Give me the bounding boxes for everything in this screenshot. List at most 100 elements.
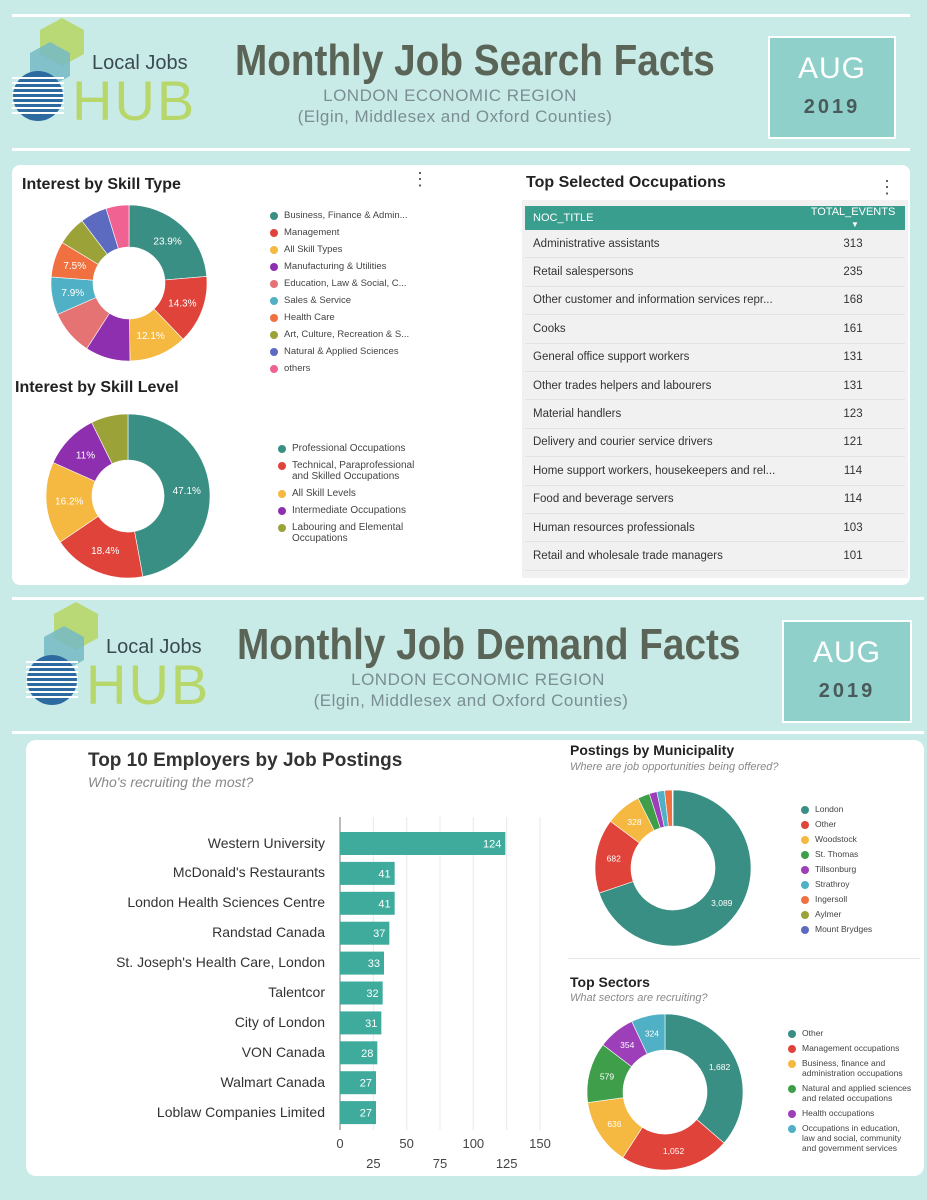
col-total-events[interactable]: TOTAL_EVENTS ▼ bbox=[801, 206, 905, 230]
divider-demand-header bbox=[12, 731, 924, 734]
col-noc-title[interactable]: NOC_TITLE bbox=[525, 206, 801, 230]
logo-local-text: Local Jobs bbox=[106, 636, 202, 658]
occupation-title: Cooks bbox=[525, 314, 801, 344]
table-row[interactable]: Delivery and courier service drivers 121 bbox=[525, 428, 905, 458]
slice-label: 23.9% bbox=[153, 236, 181, 247]
table-row[interactable]: Other trades helpers and labourers 131 bbox=[525, 371, 905, 401]
occupation-events: 131 bbox=[801, 343, 905, 372]
legend-label: Business, finance and administration occ… bbox=[802, 1058, 903, 1078]
legend-item: others bbox=[270, 363, 420, 374]
bar-value-label: 28 bbox=[361, 1048, 373, 1060]
slice-label: 11% bbox=[76, 450, 95, 461]
occupation-events: 123 bbox=[801, 399, 905, 429]
skill-type-donut: 23.9% 14.3% 12.1% 7.9% 7.5% bbox=[50, 204, 208, 362]
bar-value-label: 124 bbox=[483, 839, 501, 851]
occupation-events: 235 bbox=[801, 257, 905, 287]
table-row[interactable]: Retail salespersons 235 bbox=[525, 257, 905, 287]
bar bbox=[340, 921, 390, 945]
region-text: LONDON ECONOMIC REGION bbox=[351, 670, 605, 689]
occupation-events: 313 bbox=[801, 230, 905, 259]
table-row[interactable]: Home support workers, housekeepers and r… bbox=[525, 456, 905, 486]
legend-label: others bbox=[284, 363, 311, 374]
legend-label: Business, Finance & Admin... bbox=[284, 210, 408, 221]
municipality-subtitle: Where are job opportunities being offere… bbox=[570, 761, 779, 773]
table-row[interactable]: Human resources professionals 103 bbox=[525, 513, 905, 543]
legend-dot-icon bbox=[801, 911, 809, 919]
municipality-title: Postings by Municipality bbox=[570, 742, 735, 758]
municipality-donut: 3,089 682 328 bbox=[594, 789, 752, 947]
legend-dot-icon bbox=[278, 445, 286, 453]
table-row[interactable]: Administrative assistants 313 bbox=[525, 230, 905, 259]
legend-dot-icon bbox=[801, 926, 809, 934]
table-row[interactable]: Retail and wholesale trade managers 101 bbox=[525, 541, 905, 571]
legend-dot-icon bbox=[801, 821, 809, 829]
slice-label: 1,052 bbox=[663, 1146, 685, 1156]
slice-label: 328 bbox=[627, 817, 641, 827]
bar bbox=[340, 951, 384, 975]
page-title: Monthly Job Demand Facts bbox=[237, 620, 741, 669]
date-badge: AUG 2019 bbox=[782, 620, 912, 723]
legend-label: Professional Occupations bbox=[292, 443, 406, 454]
x-tick-label: 50 bbox=[399, 1136, 413, 1151]
slice-label: 354 bbox=[620, 1040, 634, 1050]
legend-dot-icon bbox=[270, 314, 278, 322]
counties-text: (Elgin, Middlesex and Oxford Counties) bbox=[297, 107, 613, 126]
table-row[interactable]: General office support workers 131 bbox=[525, 343, 905, 372]
occupation-title: Human resources professionals bbox=[525, 513, 801, 543]
col-total-events-label: TOTAL_EVENTS bbox=[810, 206, 896, 218]
occupation-title: Other customer and information services … bbox=[525, 286, 801, 316]
occupation-events: 114 bbox=[801, 456, 905, 486]
occupation-events: 101 bbox=[801, 541, 905, 571]
slice-label: 12.1% bbox=[136, 331, 164, 342]
municipality-legend: London Other Woodstock St. Thomas Tillsonbur… bbox=[801, 804, 901, 939]
legend-dot-icon bbox=[788, 1085, 796, 1093]
legend-label: Health Care bbox=[284, 312, 335, 323]
sectors-legend: Other Management occupations Business, fin… bbox=[788, 1028, 913, 1158]
legend-item: Education, Law & Social, C... bbox=[270, 278, 420, 289]
legend-label: St. Thomas bbox=[815, 849, 859, 859]
table-row[interactable]: Cooks 161 bbox=[525, 314, 905, 344]
logo-hub-text: HUB bbox=[72, 69, 197, 132]
logo-hub-text: HUB bbox=[86, 653, 211, 716]
divider-middle bbox=[12, 597, 924, 600]
slice-label: 47.1% bbox=[173, 486, 201, 497]
x-tick-label: 75 bbox=[433, 1156, 447, 1171]
occupation-events: 131 bbox=[801, 371, 905, 401]
legend-label: All Skill Levels bbox=[292, 488, 356, 499]
occupations-menu-icon[interactable]: ⋮ bbox=[878, 177, 896, 197]
logo-local-text: Local Jobs bbox=[92, 52, 188, 74]
occupation-title: General office support workers bbox=[525, 343, 801, 372]
employer-label: Loblaw Companies Limited bbox=[156, 1103, 325, 1120]
page-title: Monthly Job Search Facts bbox=[235, 36, 715, 85]
slice-label: 3,089 bbox=[711, 898, 733, 908]
occupation-title: Material handlers bbox=[525, 399, 801, 429]
legend-dot-icon bbox=[270, 331, 278, 339]
legend-item: Mount Brydges bbox=[801, 924, 901, 934]
date-badge: AUG 2019 bbox=[768, 36, 896, 139]
legend-label: Health occupations bbox=[802, 1108, 875, 1118]
table-row[interactable]: Material handlers 123 bbox=[525, 399, 905, 429]
table-row[interactable]: Food and beverage servers 114 bbox=[525, 485, 905, 514]
skill-type-menu-icon[interactable]: ⋮ bbox=[411, 169, 429, 189]
skill-type-title: Interest by Skill Type bbox=[22, 176, 181, 193]
donut-slice bbox=[127, 413, 211, 577]
legend-item: Manufacturing & Utilities bbox=[270, 261, 420, 272]
legend-dot-icon bbox=[801, 881, 809, 889]
legend-dot-icon bbox=[278, 507, 286, 515]
table-row[interactable]: Other customer and information services … bbox=[525, 286, 905, 316]
legend-dot-icon bbox=[270, 348, 278, 356]
demand-header: Local Jobs HUB Monthly Job Demand Facts … bbox=[0, 600, 927, 740]
donut-slice bbox=[631, 1013, 666, 1055]
legend-item: Other bbox=[788, 1028, 913, 1038]
occupation-events: 121 bbox=[801, 428, 905, 458]
bar-value-label: 27 bbox=[360, 1078, 372, 1090]
employers-subtitle: Who's recruiting the most? bbox=[88, 774, 254, 790]
legend-dot-icon bbox=[801, 896, 809, 904]
legend-dot-icon bbox=[270, 229, 278, 237]
legend-item: Woodstock bbox=[801, 834, 901, 844]
skill-level-title: Interest by Skill Level bbox=[15, 379, 179, 396]
bar-value-label: 33 bbox=[368, 958, 380, 970]
occupations-title: Top Selected Occupations bbox=[526, 174, 726, 191]
occupation-events: 161 bbox=[801, 314, 905, 344]
employer-label: London Health Sciences Centre bbox=[127, 894, 325, 911]
